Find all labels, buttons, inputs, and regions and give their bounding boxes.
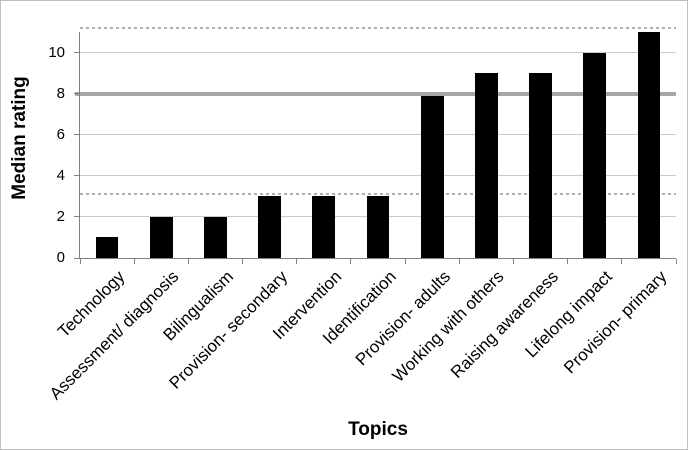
- y-tick-label: 6: [56, 125, 65, 143]
- bar: [258, 196, 281, 258]
- y-tick: [74, 257, 79, 259]
- bar: [366, 196, 390, 258]
- category-label: Provision- primary: [560, 267, 671, 378]
- y-tick: [74, 216, 79, 218]
- reference-line-dashed: [80, 26, 676, 29]
- bar: [637, 32, 661, 258]
- bar: [420, 95, 444, 258]
- x-tick: [567, 259, 569, 264]
- gridline: [80, 52, 676, 54]
- x-tick: [675, 259, 677, 264]
- y-axis-line: [79, 32, 80, 259]
- x-tick: [242, 259, 244, 264]
- bar: [95, 237, 119, 258]
- bar: [149, 216, 173, 258]
- x-tick: [187, 259, 189, 264]
- x-tick: [133, 259, 135, 264]
- x-tick: [350, 259, 352, 264]
- bar: [529, 73, 552, 258]
- y-tick: [74, 93, 79, 95]
- x-tick: [404, 259, 406, 264]
- y-tick-label: 10: [48, 43, 65, 61]
- reference-line-dashed: [80, 193, 676, 196]
- y-tick-label: 4: [56, 166, 65, 184]
- x-axis-line: [79, 258, 676, 259]
- y-tick-label: 8: [56, 84, 65, 102]
- y-tick-label: 0: [56, 249, 65, 266]
- x-axis-title: Topics: [348, 419, 408, 440]
- x-tick: [458, 259, 460, 264]
- bar: [474, 73, 498, 258]
- y-tick: [74, 134, 79, 136]
- bar: [204, 216, 227, 258]
- bar: [312, 196, 336, 258]
- y-tick-label: 2: [56, 207, 65, 225]
- category-label: Provision- adults: [351, 267, 454, 370]
- reference-line-solid: [75, 91, 676, 96]
- y-tick: [74, 52, 79, 54]
- bar: [583, 52, 607, 258]
- gridline: [80, 134, 676, 136]
- x-tick: [512, 259, 514, 264]
- gridline: [80, 175, 676, 177]
- x-tick: [621, 259, 623, 264]
- y-tick: [74, 175, 79, 177]
- x-tick: [79, 259, 81, 264]
- x-tick: [296, 259, 298, 264]
